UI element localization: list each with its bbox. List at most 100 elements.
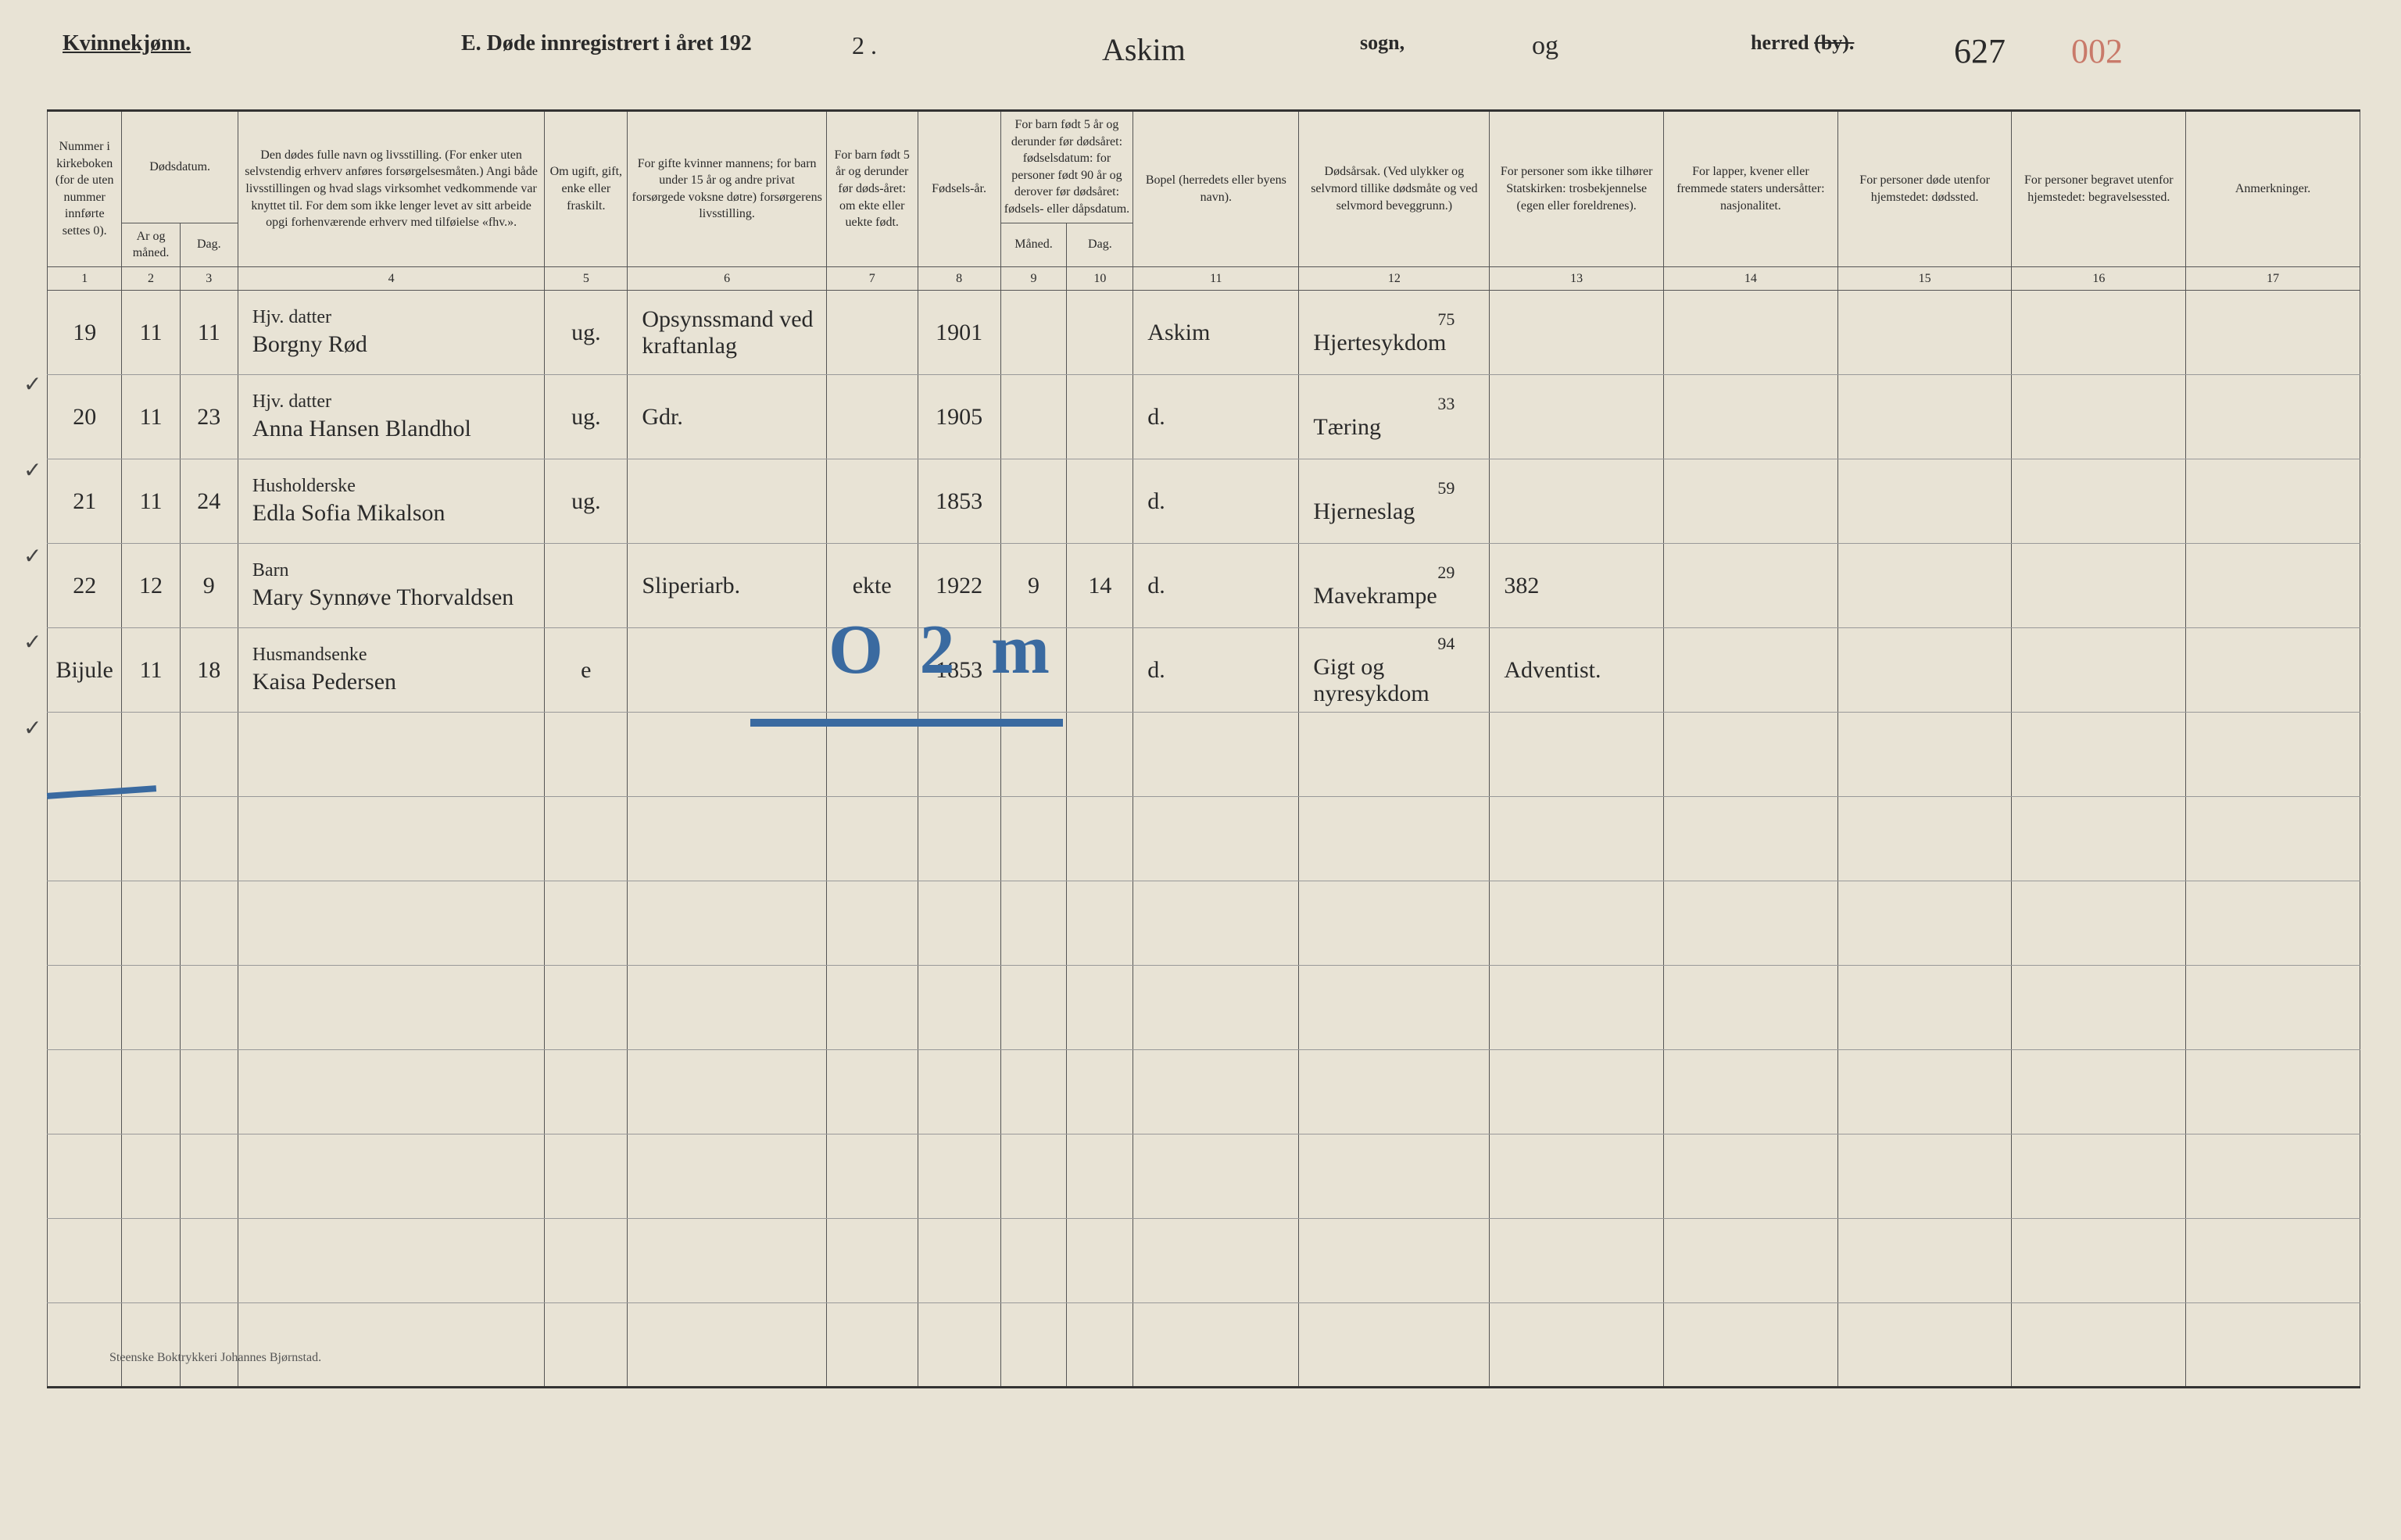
cell-ekte — [826, 375, 918, 459]
cell-blank — [238, 1219, 544, 1303]
cell-blank — [918, 797, 1000, 881]
cell-blank — [628, 966, 827, 1050]
cell-ds — [1837, 628, 2012, 713]
cell-blank — [545, 713, 628, 797]
cell-blank — [1133, 881, 1299, 966]
cell-blank — [1299, 1303, 1490, 1388]
cell-blank — [628, 881, 827, 966]
cell-blank — [545, 881, 628, 966]
cell-blank — [2012, 1219, 2186, 1303]
cell-blank — [826, 1219, 918, 1303]
cell-name: Hjv. datter Anna Hansen Blandhol — [238, 375, 544, 459]
cell-blank — [826, 966, 918, 1050]
cell-blank — [238, 881, 544, 966]
cell-blank — [1664, 1134, 1838, 1219]
cell-blank — [1133, 1134, 1299, 1219]
cell-day: 11 — [180, 291, 238, 375]
year-written: 2 . — [852, 31, 877, 60]
cell-birth: 1922 — [918, 544, 1000, 628]
col-header: Den dødes fulle navn og livsstilling. (F… — [238, 111, 544, 267]
cell-anm — [2186, 544, 2360, 628]
cell-blank — [1000, 881, 1067, 966]
cell-bg — [2012, 459, 2186, 544]
cell-blank — [826, 881, 918, 966]
cell-month: 11 — [122, 459, 180, 544]
cell-day: 18 — [180, 628, 238, 713]
col-header: For personer som ikke tilhører Statskirk… — [1490, 111, 1664, 267]
cell-blank — [2012, 881, 2186, 966]
cell-blank — [48, 881, 122, 966]
check-mark: ✓ — [23, 629, 41, 656]
cell-blank — [1837, 713, 2012, 797]
cell-bg — [2012, 544, 2186, 628]
cell-bm: 9 — [1000, 544, 1067, 628]
cell-blank — [2012, 966, 2186, 1050]
cell-blank — [1299, 1134, 1490, 1219]
cell-civil — [545, 544, 628, 628]
cell-blank — [2186, 966, 2360, 1050]
table-row-blank — [48, 797, 2360, 881]
cell-month: 11 — [122, 628, 180, 713]
cell-blank — [1067, 1303, 1133, 1388]
cell-cause: 75 Hjertesykdom — [1299, 291, 1490, 375]
check-mark: ✓ — [23, 457, 41, 484]
cell-bm — [1000, 291, 1067, 375]
cell-blank — [826, 797, 918, 881]
cell-bg — [2012, 291, 2186, 375]
cell-blank — [1299, 1050, 1490, 1134]
cell-provider — [628, 628, 827, 713]
sogn-name: Askim — [1102, 31, 1186, 68]
cell-blank — [628, 1303, 827, 1388]
cell-blank — [2186, 713, 2360, 797]
cell-blank — [1664, 1050, 1838, 1134]
cause-num: 94 — [1313, 634, 1486, 654]
cell-blank — [1299, 966, 1490, 1050]
cell-blank — [1490, 1219, 1664, 1303]
cell-blank — [1000, 966, 1067, 1050]
herred-label: herred (by). — [1751, 31, 1854, 55]
cell-blank — [1490, 1303, 1664, 1388]
cause-num: 29 — [1313, 563, 1486, 583]
cell-month: 11 — [122, 291, 180, 375]
cell-rel — [1490, 459, 1664, 544]
cell-ekte — [826, 459, 918, 544]
cell-blank — [180, 1134, 238, 1219]
page-number-red: 002 — [2071, 31, 2123, 71]
table-row: Bijule 11 18 Husmandsenke Kaisa Pedersen… — [48, 628, 2360, 713]
cell-blank — [1000, 713, 1067, 797]
cell-blank — [1664, 1219, 1838, 1303]
col-header: For barn født 5 år og derunder før døds-… — [826, 111, 918, 267]
cell-blank — [918, 1303, 1000, 1388]
cell-blank — [2012, 713, 2186, 797]
cell-bm — [1000, 375, 1067, 459]
person-name: Mary Synnøve Thorvaldsen — [252, 584, 513, 610]
cell-blank — [1490, 1134, 1664, 1219]
cell-day: 24 — [180, 459, 238, 544]
cell-blank — [545, 1050, 628, 1134]
cell-blank — [48, 1219, 122, 1303]
cell-blank — [1837, 881, 2012, 966]
cell-blank — [122, 1050, 180, 1134]
cell-blank — [1490, 966, 1664, 1050]
cell-cause: 33 Tæring — [1299, 375, 1490, 459]
col-header: Dødsdatum. — [122, 111, 238, 223]
table-row-blank — [48, 881, 2360, 966]
cell-blank — [1133, 797, 1299, 881]
cell-provider: Opsynssmand ved kraftanlag — [628, 291, 827, 375]
cell-num: 20 — [48, 375, 122, 459]
cell-blank — [1837, 797, 2012, 881]
check-mark: ✓ — [23, 715, 41, 741]
cell-nat — [1664, 544, 1838, 628]
cell-blank — [545, 1219, 628, 1303]
cell-cause: 59 Hjerneslag — [1299, 459, 1490, 544]
cell-provider: Sliperiarb. — [628, 544, 827, 628]
cell-blank — [2186, 1134, 2360, 1219]
cell-blank — [545, 1134, 628, 1219]
cell-blank — [48, 1303, 122, 1388]
cell-blank — [1067, 797, 1133, 881]
cell-blank — [180, 966, 238, 1050]
cell-blank — [1000, 1219, 1067, 1303]
cell-blank — [826, 1303, 918, 1388]
herred-name: og — [1532, 31, 1558, 61]
cell-bopel: d. — [1133, 628, 1299, 713]
